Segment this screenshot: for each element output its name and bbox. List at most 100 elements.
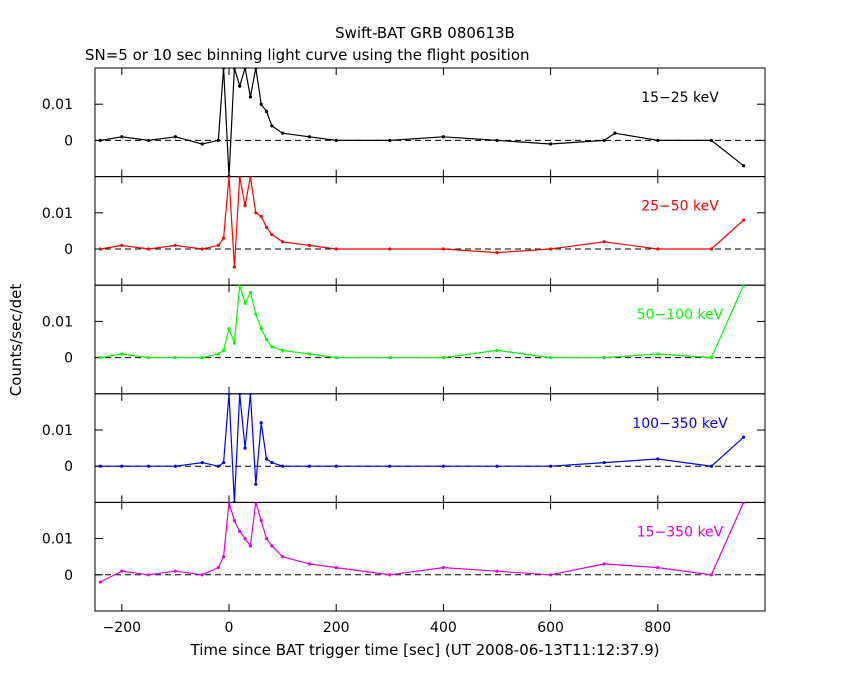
- data-point: [238, 285, 242, 287]
- data-point: [709, 573, 714, 577]
- data-point: [216, 243, 220, 247]
- data-point: [259, 102, 263, 106]
- x-tick-label: 400: [430, 620, 457, 636]
- data-point: [602, 138, 606, 142]
- data-point: [232, 265, 236, 269]
- data-point: [227, 327, 231, 331]
- data-point: [216, 464, 220, 468]
- band-label: 15−25 keV: [641, 90, 719, 106]
- x-tick-label: 200: [323, 620, 350, 636]
- data-point: [334, 565, 338, 570]
- data-point: [602, 460, 606, 465]
- data-point: [495, 251, 499, 255]
- data-point: [259, 214, 263, 219]
- data-point: [307, 464, 311, 468]
- data-point: [281, 464, 285, 468]
- data-point: [98, 580, 102, 584]
- panel-5: 0 0.01 15−350 keV −200 0 200 400 600 800: [42, 501, 766, 636]
- data-point: [173, 464, 177, 468]
- chart-title: Swift-BAT GRB 080613B: [335, 24, 515, 42]
- data-point: [334, 247, 338, 251]
- data-point: [334, 138, 338, 142]
- data-point: [222, 460, 226, 465]
- data-point: [388, 356, 392, 360]
- data-point: [243, 68, 247, 70]
- data-point: [147, 464, 151, 468]
- data-point: [281, 240, 285, 244]
- data-point: [270, 544, 274, 548]
- data-point: [270, 124, 274, 128]
- data-point: [173, 243, 177, 247]
- data-point: [222, 236, 226, 240]
- panel-1: 0 0.01 15−25 keV: [42, 67, 766, 178]
- data-point: [222, 555, 226, 559]
- data-point: [243, 537, 247, 541]
- data-point: [254, 211, 258, 215]
- data-point: [222, 68, 226, 70]
- data-point: [602, 562, 606, 566]
- data-point: [741, 285, 746, 287]
- data-point: [243, 301, 247, 305]
- data-point: [259, 421, 263, 425]
- data-point: [227, 393, 231, 396]
- data-point: [173, 356, 177, 360]
- data-point: [388, 138, 392, 142]
- data-point: [709, 356, 714, 360]
- y-tick-label: 0: [64, 459, 73, 475]
- data-point: [264, 537, 269, 541]
- data-point: [200, 142, 204, 146]
- x-axis-label: Time since BAT trigger time [sec] (UT 20…: [190, 641, 660, 659]
- panel-4: 0 0.01 100−350 keV: [42, 393, 766, 503]
- chart-subtitle: SN=5 or 10 sec binning light curve using…: [85, 46, 530, 64]
- data-point: [741, 164, 746, 168]
- data-point: [709, 247, 714, 251]
- data-point: [281, 131, 285, 135]
- series-line: [100, 393, 745, 503]
- data-point: [254, 502, 258, 504]
- data-point: [254, 312, 258, 316]
- data-point: [248, 544, 253, 548]
- band-label: 100−350 keV: [632, 416, 728, 432]
- data-point: [147, 247, 151, 251]
- data-point: [264, 109, 269, 114]
- data-point: [549, 247, 553, 251]
- x-tick-label: 800: [644, 620, 671, 636]
- data-point: [120, 352, 124, 356]
- data-point: [549, 142, 553, 146]
- series-line: [100, 502, 745, 583]
- data-point: [120, 135, 124, 139]
- panel-frame: [94, 67, 766, 178]
- x-tick-label: 0: [225, 620, 234, 636]
- data-point: [741, 502, 746, 504]
- data-point: [441, 464, 445, 468]
- data-point: [248, 176, 253, 179]
- data-point: [254, 482, 258, 486]
- data-point: [549, 464, 553, 468]
- y-tick-label: 0.01: [42, 423, 73, 439]
- data-point: [656, 565, 660, 570]
- data-point: [238, 529, 242, 533]
- data-point: [147, 573, 151, 577]
- panel-3: 0 0.01 50−100 keV: [42, 284, 766, 395]
- data-point: [281, 555, 285, 559]
- data-point: [147, 356, 151, 360]
- y-axis-label: Counts/sec/det: [7, 284, 25, 397]
- series-line: [100, 68, 744, 177]
- data-point: [248, 290, 253, 295]
- data-point: [259, 327, 263, 331]
- data-point: [120, 464, 124, 468]
- data-point: [98, 464, 102, 468]
- data-point: [613, 131, 617, 135]
- data-point: [98, 138, 102, 142]
- panel-frame: [94, 501, 766, 612]
- data-point: [248, 393, 253, 396]
- data-point: [495, 569, 499, 573]
- panel-frame: [94, 176, 766, 286]
- data-point: [243, 203, 247, 208]
- data-point: [709, 138, 714, 142]
- data-point: [270, 345, 274, 349]
- y-tick-label: 0.01: [42, 97, 73, 113]
- y-tick-label: 0: [64, 568, 73, 584]
- data-point: [388, 464, 392, 468]
